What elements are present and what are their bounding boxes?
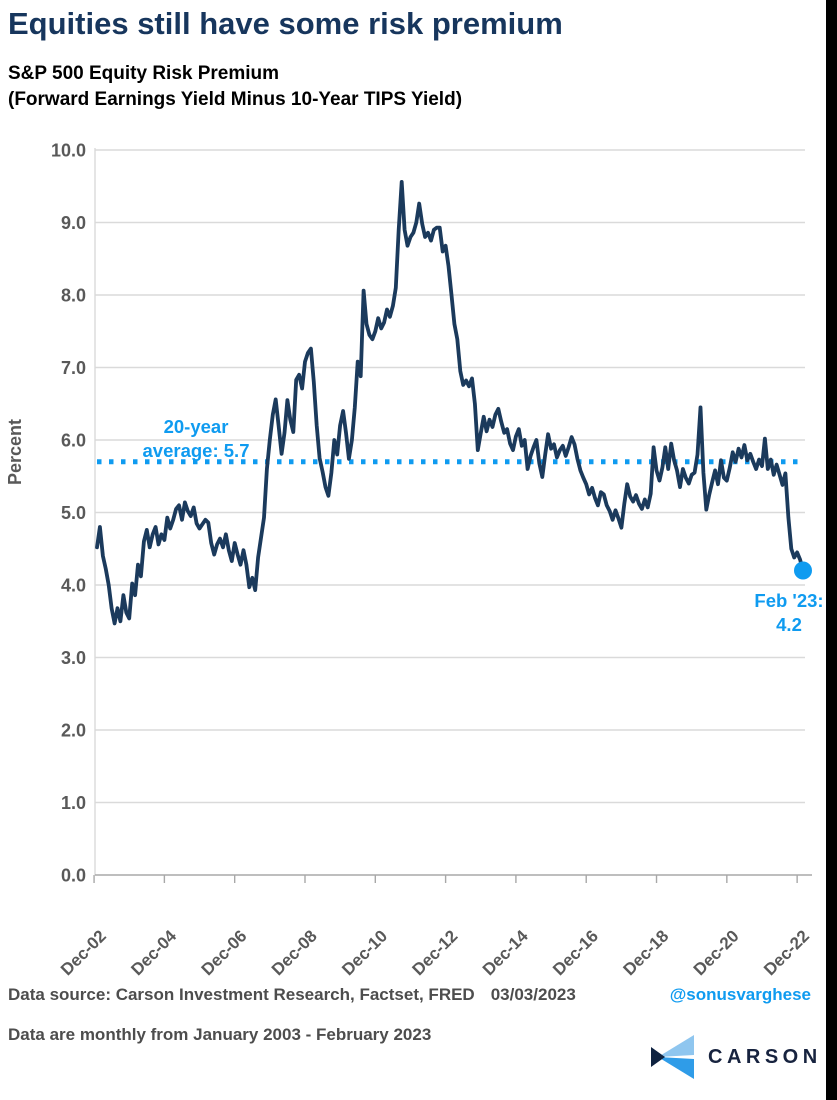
endpoint-marker-dot [794,561,812,580]
y-tick-label: 8.0 [61,286,86,306]
x-tick-label: Dec-02 [57,926,110,979]
x-tick-label: Dec-04 [127,926,180,979]
chart-plot-area: 0.0 1.0 2.0 3.0 4.0 5.0 6.0 7.0 8.0 9.0 10.0 Dec-02… [51,141,813,980]
average-label-line2: average: 5.7 [143,440,250,461]
endpoint-label-line1: Feb '23: [754,590,823,611]
x-tick-label: Dec-18 [619,926,672,979]
x-tick-label: Dec-06 [198,926,251,979]
x-tick-label: Dec-20 [690,926,743,979]
carson-logo: CARSON [650,1034,822,1080]
data-source-line: Data source: Carson Investment Research,… [8,985,576,1005]
y-axis-title: Percent [5,419,25,485]
carson-logo-text: CARSON [708,1045,822,1068]
y-tick-label: 1.0 [61,793,86,813]
data-source-date: 03/03/2023 [490,985,576,1004]
y-tick-label: 3.0 [61,648,86,668]
x-tick-label: Dec-12 [409,926,462,979]
y-tick-label: 7.0 [61,358,86,378]
x-tick-label: Dec-08 [268,926,321,979]
y-tick-label: 6.0 [61,431,86,451]
carson-logo-icon [651,1035,694,1079]
y-tick-label: 10.0 [51,141,86,161]
x-tick-label: Dec-14 [479,926,532,979]
page-title: Equities still have some risk premium [8,6,563,41]
twitter-handle-link[interactable]: @sonusvarghese [669,985,811,1004]
x-tick-label: Dec-16 [549,926,602,979]
risk-premium-series-line [95,179,805,626]
right-edge-bar [826,0,837,1100]
x-tick-label: Dec-22 [760,926,813,979]
chart-subtitle-line1: S&P 500 Equity Risk Premium [8,63,280,84]
endpoint-label-line2: 4.2 [776,614,802,635]
y-tick-label: 0.0 [61,866,86,886]
data-source-text: Data source: Carson Investment Research,… [8,985,475,1004]
average-label-line1: 20-year [164,416,229,437]
y-tick-label: 9.0 [61,213,86,233]
chart-subtitle-line2: (Forward Earnings Yield Minus 10-Year TI… [8,89,463,110]
x-tick-label: Dec-10 [338,926,391,979]
data-note-line: Data are monthly from January 2003 - Feb… [8,1025,432,1044]
y-tick-label: 2.0 [61,721,86,741]
y-tick-label: 4.0 [61,576,86,596]
chart-subtitle: S&P 500 Equity Risk Premium (Forward Ear… [8,61,798,113]
y-tick-label: 5.0 [61,503,86,523]
